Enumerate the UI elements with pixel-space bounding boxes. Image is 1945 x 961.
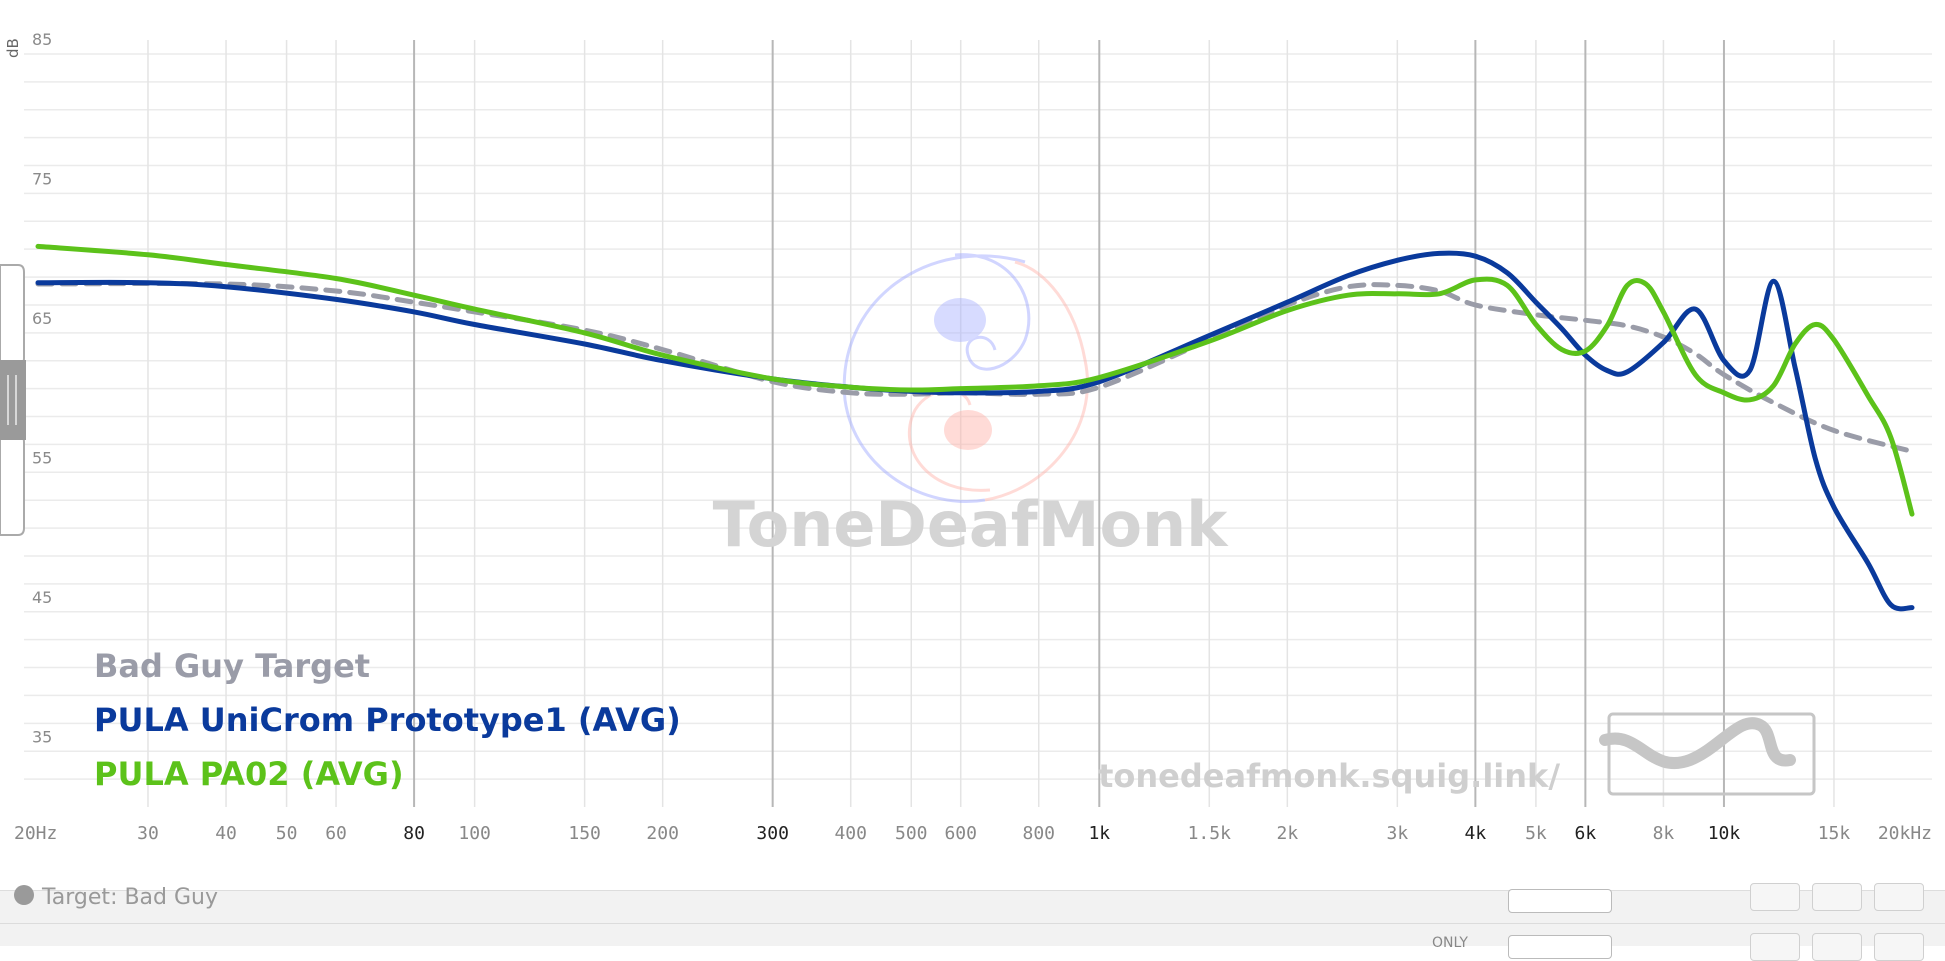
x-tick-label: 500	[895, 823, 928, 844]
x-tick-label: 1.5k	[1188, 823, 1232, 844]
y-tick-label: 45	[32, 588, 52, 607]
x-tick-label: 100	[458, 823, 491, 844]
y-axis-unit: dB	[4, 38, 22, 58]
monk-logo-icon	[842, 253, 1089, 503]
panel-button-3[interactable]	[1874, 883, 1924, 911]
y-tick-label: 65	[32, 309, 52, 328]
x-tick-label: 80	[403, 823, 425, 844]
x-tick-label: 6k	[1575, 823, 1597, 844]
y-tick-label: 35	[32, 727, 52, 746]
x-tick-label: 5k	[1525, 823, 1547, 844]
x-tick-label: 2k	[1276, 823, 1298, 844]
y-tick-label: 55	[32, 448, 52, 467]
frequency-response-graph: ToneDeafMonk tonedeafmonk.squig.link/ 35…	[0, 30, 1932, 844]
legend-item-pa02[interactable]: PULA PA02 (AVG)	[94, 755, 404, 793]
x-tick-label: 4k	[1465, 823, 1487, 844]
x-tick-label: 30	[137, 823, 159, 844]
pa02-curve[interactable]	[35, 243, 1915, 517]
x-tick-label: 20kHz	[1878, 823, 1932, 844]
x-axis-labels: 20Hz 30 40 50 60 80 100 150 200 300 400 500 600 800 1k…	[14, 823, 1932, 844]
url-watermark: tonedeafmonk.squig.link/	[1098, 757, 1560, 795]
squiglink-logo-icon	[1599, 712, 1816, 796]
legend-item-unicrom[interactable]: PULA UniCrom Prototype1 (AVG)	[94, 701, 681, 739]
curves-layer	[35, 243, 1915, 612]
graph-side-handle[interactable]	[0, 264, 26, 536]
y-axis-labels: 35 45 55 65 75 85	[32, 30, 52, 746]
x-tick-label: 600	[944, 823, 977, 844]
brand-watermark: ToneDeafMonk	[713, 488, 1230, 561]
y-tick-label: 85	[32, 30, 52, 49]
target-selection-label[interactable]: Target: Bad Guy	[42, 885, 219, 910]
x-tick-label: 10k	[1708, 823, 1741, 844]
panel-button-1[interactable]	[1750, 883, 1800, 911]
target-input[interactable]	[1508, 889, 1612, 913]
x-tick-label: 800	[1022, 823, 1055, 844]
x-tick-label: 8k	[1653, 823, 1675, 844]
target-dot-icon	[14, 885, 34, 905]
x-tick-label: 40	[215, 823, 237, 844]
panel-button-6[interactable]	[1874, 933, 1924, 961]
x-tick-label: 3k	[1386, 823, 1408, 844]
x-tick-label: 200	[646, 823, 679, 844]
y-tick-label: 75	[32, 169, 52, 188]
panel-button-5[interactable]	[1812, 933, 1862, 961]
vertical-grid	[147, 40, 1835, 807]
x-tick-label: 15k	[1818, 823, 1851, 844]
only-label: ONLY	[1432, 935, 1468, 951]
panel-button-2[interactable]	[1812, 883, 1862, 911]
x-tick-label: 400	[834, 823, 867, 844]
only-input[interactable]	[1508, 935, 1612, 959]
horizontal-grid	[24, 53, 1932, 780]
x-tick-label: 50	[276, 823, 298, 844]
panel-divider	[0, 923, 1945, 924]
x-tick-label: 150	[568, 823, 601, 844]
x-tick-label: 300	[756, 823, 789, 844]
controls-panel: Target: Bad Guy ONLY	[0, 883, 1945, 961]
x-tick-label: 60	[325, 823, 347, 844]
panel-button-4[interactable]	[1750, 933, 1800, 961]
legend-item-target[interactable]: Bad Guy Target	[94, 647, 370, 685]
unicrom-curve[interactable]	[35, 250, 1915, 612]
x-tick-label: 1k	[1088, 823, 1110, 844]
x-tick-label: 20Hz	[14, 823, 57, 844]
legend: Bad Guy Target PULA UniCrom Prototype1 (…	[94, 647, 681, 793]
